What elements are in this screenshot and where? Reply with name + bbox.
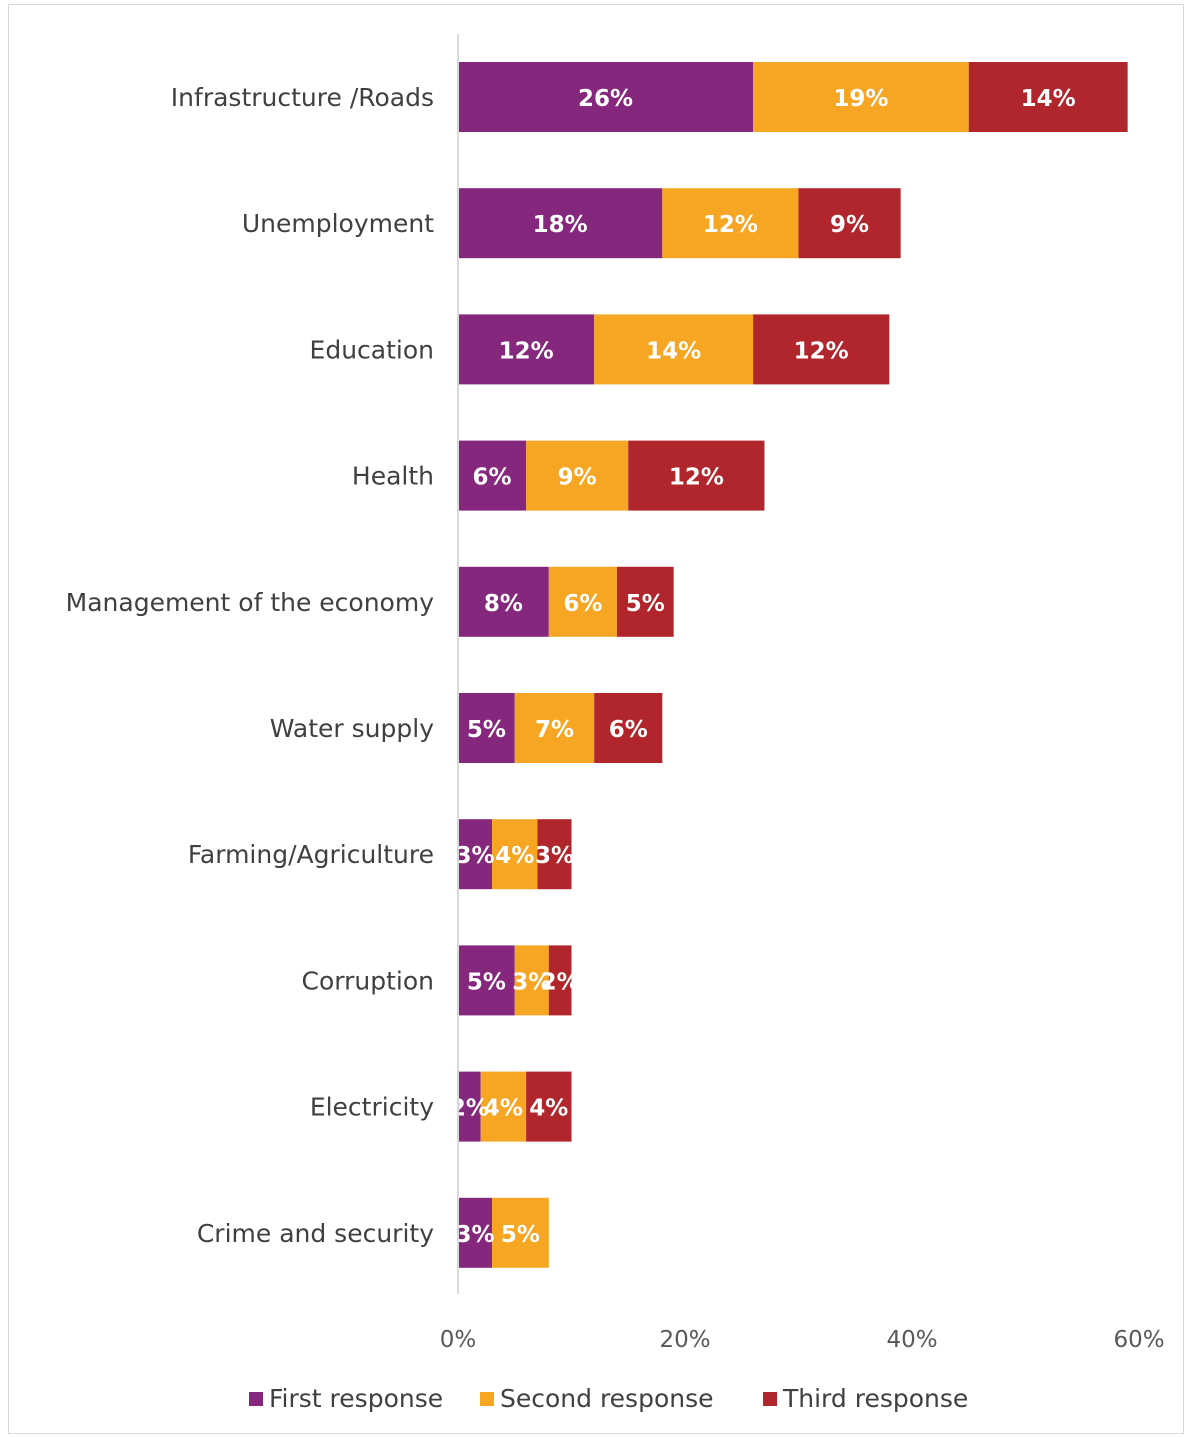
bars-layer	[458, 62, 1128, 1268]
bar-segment-1	[458, 693, 515, 763]
legend-swatch	[249, 1392, 263, 1406]
data-label: 9%	[558, 465, 597, 491]
category-labels-layer: Infrastructure /Roads Unemployment Educati…	[66, 83, 435, 1248]
bar-segment-2	[514, 945, 549, 1016]
data-label: 3%	[455, 1222, 494, 1248]
bar-segment-2	[480, 1071, 527, 1142]
bar-segment-2	[492, 1197, 549, 1268]
category-label: Management of the economy	[66, 588, 435, 617]
bar-segment-3	[968, 62, 1128, 132]
bar-segment-2	[594, 314, 754, 385]
data-labels-layer: 26% 19% 14% 18% 12% 9% 12% 14% 12% 6% 9% 12% 8% 6% 5% 5…	[450, 86, 1076, 1248]
data-label: 6%	[473, 465, 512, 491]
data-label: 2%	[541, 969, 580, 995]
data-label: 5%	[467, 717, 506, 743]
data-label: 6%	[609, 717, 648, 743]
data-label: 4%	[529, 1096, 568, 1122]
category-label: Infrastructure /Roads	[171, 83, 434, 112]
data-label: 12%	[669, 465, 724, 491]
data-label: 5%	[467, 969, 506, 995]
category-label: Unemployment	[242, 209, 434, 238]
bar-segment-1	[458, 314, 595, 385]
legend-label: First response	[269, 1384, 443, 1413]
bar-segment-1	[458, 945, 515, 1016]
bar-segment-3	[548, 945, 572, 1016]
bar-segment-3	[594, 693, 663, 763]
data-label: 2%	[450, 1096, 489, 1122]
data-label: 5%	[626, 591, 665, 617]
x-tick-label: 60%	[1113, 1327, 1164, 1353]
bar-segment-1	[458, 1071, 481, 1142]
data-label: 12%	[499, 338, 554, 364]
category-label: Corruption	[302, 966, 434, 995]
bar-segment-2	[526, 440, 629, 511]
category-label: Water supply	[270, 714, 434, 743]
x-tick-label: 40%	[886, 1327, 937, 1353]
data-label: 12%	[703, 212, 758, 238]
category-label: Electricity	[310, 1093, 434, 1122]
legend: First response Second response Third respo…	[249, 1384, 968, 1413]
axis-layer: 0% 20% 40% 60%	[440, 34, 1165, 1353]
legend-label: Second response	[500, 1384, 714, 1413]
legend-swatch	[763, 1392, 777, 1406]
data-label: 14%	[646, 338, 701, 364]
bar-segment-1	[458, 1197, 493, 1268]
x-tick-label: 0%	[440, 1327, 477, 1353]
data-label: 3%	[535, 843, 574, 869]
data-label: 3%	[512, 969, 551, 995]
legend-label: Third response	[782, 1384, 968, 1413]
bar-segment-1	[458, 62, 754, 132]
legend-item: Second response	[480, 1384, 714, 1413]
bar-segment-1	[458, 188, 663, 259]
legend-item: First response	[249, 1384, 443, 1413]
bar-segment-3	[616, 566, 674, 637]
bar-segment-2	[514, 693, 595, 763]
bar-segment-2	[492, 819, 538, 890]
category-label: Farming/Agriculture	[188, 840, 434, 869]
legend-item: Third response	[763, 1384, 968, 1413]
legend-swatch	[480, 1392, 494, 1406]
data-label: 19%	[833, 86, 888, 112]
category-label: Health	[352, 462, 434, 491]
bar-segment-3	[798, 188, 901, 259]
category-label: Crime and security	[197, 1219, 434, 1248]
bar-segment-3	[526, 1071, 572, 1142]
bar-segment-1	[458, 440, 527, 511]
data-label: 4%	[484, 1096, 523, 1122]
bar-segment-2	[662, 188, 799, 259]
data-label: 6%	[563, 591, 602, 617]
data-label: 18%	[533, 212, 588, 238]
data-label: 7%	[535, 717, 574, 743]
data-label: 8%	[484, 591, 523, 617]
bar-segment-3	[753, 314, 890, 385]
category-label: Education	[310, 335, 434, 364]
data-label: 14%	[1021, 86, 1076, 112]
bar-segment-1	[458, 819, 493, 890]
bar-segment-3	[537, 819, 572, 890]
bar-segment-1	[458, 566, 549, 637]
data-label: 9%	[830, 212, 869, 238]
bar-segment-2	[753, 62, 969, 132]
bar-segment-3	[628, 440, 765, 511]
data-label: 26%	[578, 86, 633, 112]
data-label: 12%	[794, 338, 849, 364]
data-label: 3%	[455, 843, 494, 869]
bar-segment-2	[548, 566, 617, 637]
data-label: 4%	[495, 843, 534, 869]
x-tick-label: 20%	[659, 1327, 710, 1353]
data-label: 5%	[501, 1222, 540, 1248]
